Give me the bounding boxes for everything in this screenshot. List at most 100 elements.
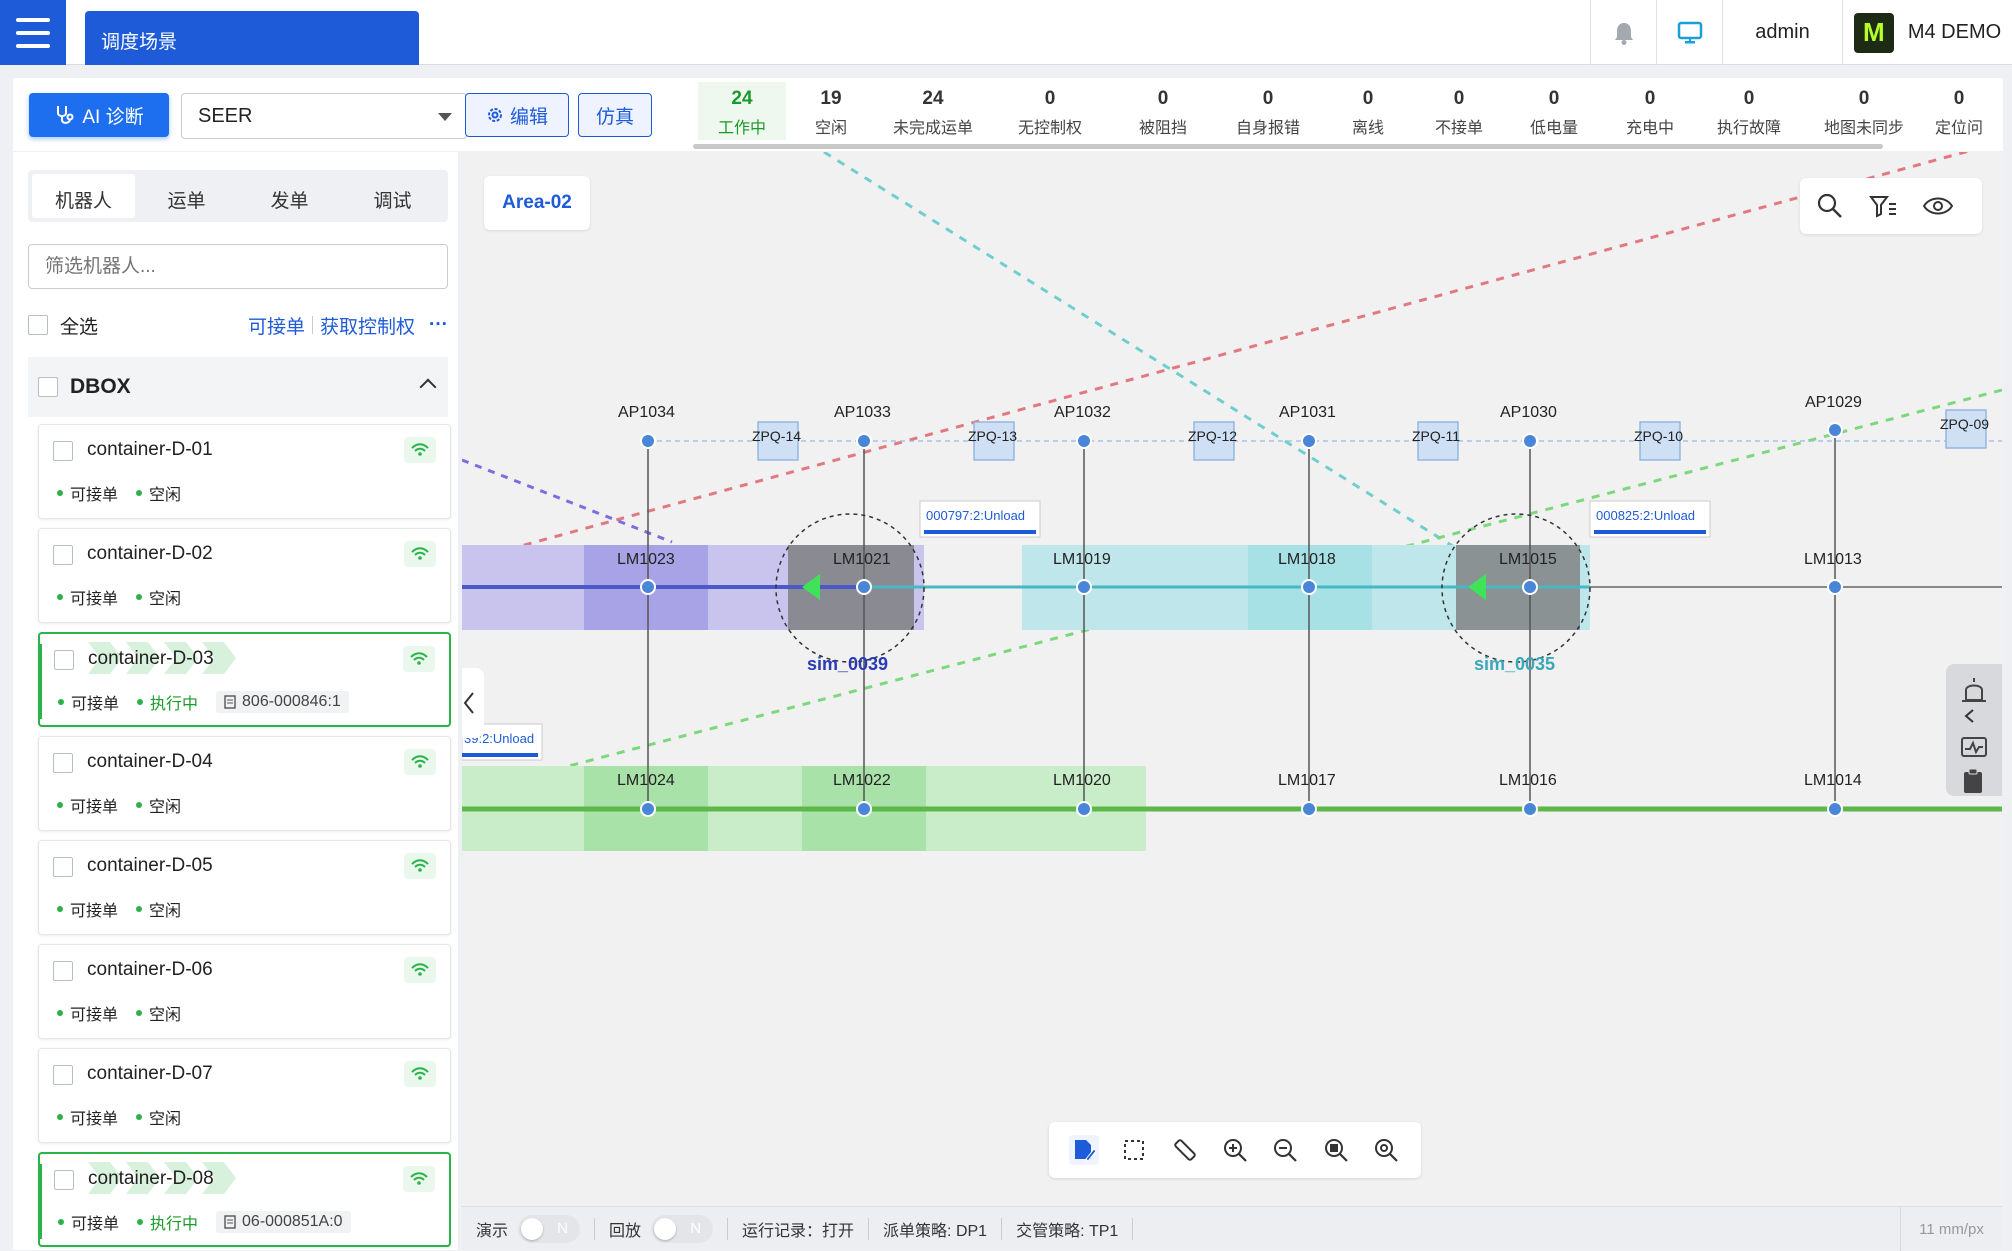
caret-down-icon <box>438 113 452 121</box>
landmark-label: LM1021 <box>833 551 891 568</box>
simulation-button[interactable]: 仿真 <box>578 93 652 137</box>
robot-card[interactable]: container-D-03 可接单 执行中 806-000846:1 <box>38 632 451 727</box>
tab-robots[interactable]: 机器人 <box>32 174 135 218</box>
robot-state: 空闲 <box>136 897 181 921</box>
edit-button[interactable]: 编辑 <box>465 93 569 137</box>
stat-item[interactable]: 0 离线 <box>1320 82 1416 140</box>
stat-item[interactable]: 0 地图未同步 <box>1804 82 1924 140</box>
map-canvas[interactable]: AP1034 AP1033 AP1032 AP1031 AP1030 AP1029 ZPQ-… <box>462 152 2002 1206</box>
ai-diagnose-button[interactable]: AI 诊断 <box>29 93 169 137</box>
demo-toggle[interactable]: N <box>518 1214 581 1243</box>
search-icon[interactable] <box>1816 192 1844 225</box>
stat-item[interactable]: 0 自身报错 <box>1216 82 1320 140</box>
robot-checkbox[interactable] <box>54 1170 74 1190</box>
robot-checkbox[interactable] <box>53 961 73 981</box>
robot-state: 空闲 <box>136 1001 181 1025</box>
monitor-chart-icon[interactable] <box>1960 736 1988 765</box>
robot-state: 执行中 <box>137 690 198 714</box>
scene-select[interactable]: SEER <box>181 93 467 139</box>
tab-debug[interactable]: 调试 <box>373 191 412 212</box>
select-all-checkbox[interactable] <box>28 315 48 335</box>
order-badge[interactable]: 806-000846:1 <box>216 691 349 713</box>
stat-item[interactable]: 24 工作中 <box>698 82 786 140</box>
robot-card[interactable]: container-D-04 可接单 空闲 <box>38 736 451 831</box>
chevron-up-icon[interactable] <box>419 378 437 396</box>
zoom-fit-icon[interactable] <box>1321 1135 1351 1165</box>
stat-item[interactable]: 0 定位问 <box>1924 82 1994 140</box>
robot-filter-input[interactable] <box>28 244 448 289</box>
stats-scrollbar[interactable] <box>693 144 1883 149</box>
zoom-out-icon[interactable] <box>1270 1135 1300 1165</box>
stat-item[interactable]: 0 被阻挡 <box>1110 82 1216 140</box>
robot-card[interactable]: container-D-01 可接单 空闲 <box>38 424 451 519</box>
stat-count: 0 <box>1157 88 1169 109</box>
stat-item[interactable]: 19 空闲 <box>786 82 876 140</box>
more-icon[interactable]: ··· <box>429 314 448 335</box>
chevron-left-icon[interactable] <box>1960 708 1980 729</box>
stat-label: 空闲 <box>814 120 847 137</box>
robot-card[interactable]: container-D-05 可接单 空闲 <box>38 840 451 935</box>
map-tools <box>1800 178 1982 234</box>
robot-card[interactable]: container-D-07 可接单 空闲 <box>38 1048 451 1143</box>
robot-checkbox[interactable] <box>53 545 73 565</box>
accept-status: 可接单 <box>58 690 119 714</box>
robot-checkbox[interactable] <box>53 753 73 773</box>
robot-state: 空闲 <box>136 585 181 609</box>
robot-tags: 可接单 空闲 <box>57 897 181 921</box>
filter-icon[interactable] <box>1868 192 1898 225</box>
select-area-icon[interactable] <box>1119 1135 1149 1165</box>
stat-item[interactable]: 0 充电中 <box>1606 82 1694 140</box>
robot-checkbox[interactable] <box>53 857 73 877</box>
wifi-icon <box>403 1166 435 1192</box>
ruler-icon[interactable] <box>1170 1135 1200 1165</box>
robot-card[interactable]: container-D-02 可接单 空闲 <box>38 528 451 623</box>
monitor-icon[interactable] <box>1656 0 1722 65</box>
brand[interactable]: M M4 DEMO <box>1842 0 2012 65</box>
tab-scene[interactable]: 调度场景 <box>85 11 419 65</box>
dispatch-strategy[interactable]: 派单策略: DP1 <box>883 1222 988 1240</box>
tab-orders[interactable]: 运单 <box>167 191 206 212</box>
bell-icon[interactable] <box>1590 0 1656 65</box>
robot-tags: 可接单 执行中 06-000851A:0 <box>58 1210 351 1234</box>
order-badge[interactable]: 06-000851A:0 <box>216 1211 351 1233</box>
get-control-link[interactable]: 获取控制权 <box>320 316 416 338</box>
accept-orders-link[interactable]: 可接单 <box>247 316 305 338</box>
menu-icon[interactable] <box>0 0 66 65</box>
task-label: 000797:2:Unload <box>926 508 1026 523</box>
area-label[interactable]: Area-02 <box>484 176 590 230</box>
stat-item[interactable]: 0 不接单 <box>1416 82 1502 140</box>
edit-map-icon[interactable] <box>1069 1135 1100 1165</box>
eye-icon[interactable] <box>1922 192 1954 225</box>
tab-dispatch[interactable]: 发单 <box>270 191 309 212</box>
clipboard-icon[interactable] <box>1962 768 1984 799</box>
robot-card[interactable]: container-D-08 可接单 执行中 06-000851A:0 <box>38 1152 451 1247</box>
zone-label: ZPQ-09 <box>1940 416 1990 432</box>
landmark-label: LM1020 <box>1053 772 1111 789</box>
stat-label: 充电中 <box>1625 120 1674 137</box>
traffic-strategy[interactable]: 交管策略: TP1 <box>1016 1222 1119 1240</box>
stat-item[interactable]: 24 未完成运单 <box>876 82 990 140</box>
stat-item[interactable]: 0 低电量 <box>1502 82 1606 140</box>
stat-label: 未完成运单 <box>892 120 973 137</box>
zoom-in-icon[interactable] <box>1220 1135 1250 1165</box>
robot-checkbox[interactable] <box>53 441 73 461</box>
divider <box>727 1217 729 1240</box>
collapse-sidebar-button[interactable] <box>462 668 484 738</box>
landmark-label: LM1019 <box>1053 551 1111 568</box>
playback-toggle[interactable]: N <box>651 1214 714 1243</box>
top-right-area: admin M M4 DEMO <box>1590 0 2012 65</box>
robot-card[interactable]: container-D-06 可接单 空闲 <box>38 944 451 1039</box>
run-log[interactable]: 运行记录：打开 <box>742 1222 855 1240</box>
robot-checkbox[interactable] <box>53 1065 73 1085</box>
stat-item[interactable]: 0 执行故障 <box>1694 82 1804 140</box>
stat-item[interactable]: 0 无控制权 <box>990 82 1110 140</box>
ap-label: AP1031 <box>1279 404 1336 421</box>
alarm-icon[interactable] <box>1958 678 1990 709</box>
user-name[interactable]: admin <box>1722 0 1842 65</box>
stat-label: 不接单 <box>1434 120 1483 137</box>
group-name: DBOX <box>70 375 131 398</box>
group-header[interactable]: DBOX <box>28 357 448 417</box>
zoom-reset-icon[interactable] <box>1371 1135 1401 1165</box>
group-checkbox[interactable] <box>38 377 58 397</box>
robot-checkbox[interactable] <box>54 650 74 670</box>
